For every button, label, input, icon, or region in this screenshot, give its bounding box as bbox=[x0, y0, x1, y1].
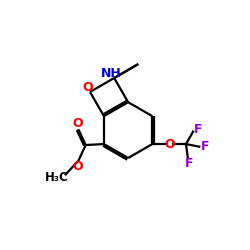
Text: O: O bbox=[82, 81, 92, 94]
Text: F: F bbox=[184, 157, 193, 170]
Text: NH: NH bbox=[101, 66, 122, 80]
Text: H₃C: H₃C bbox=[45, 171, 69, 184]
Text: O: O bbox=[164, 138, 175, 150]
Text: O: O bbox=[72, 117, 83, 130]
Text: F: F bbox=[194, 123, 202, 136]
Text: F: F bbox=[201, 140, 209, 153]
Text: O: O bbox=[72, 160, 83, 173]
